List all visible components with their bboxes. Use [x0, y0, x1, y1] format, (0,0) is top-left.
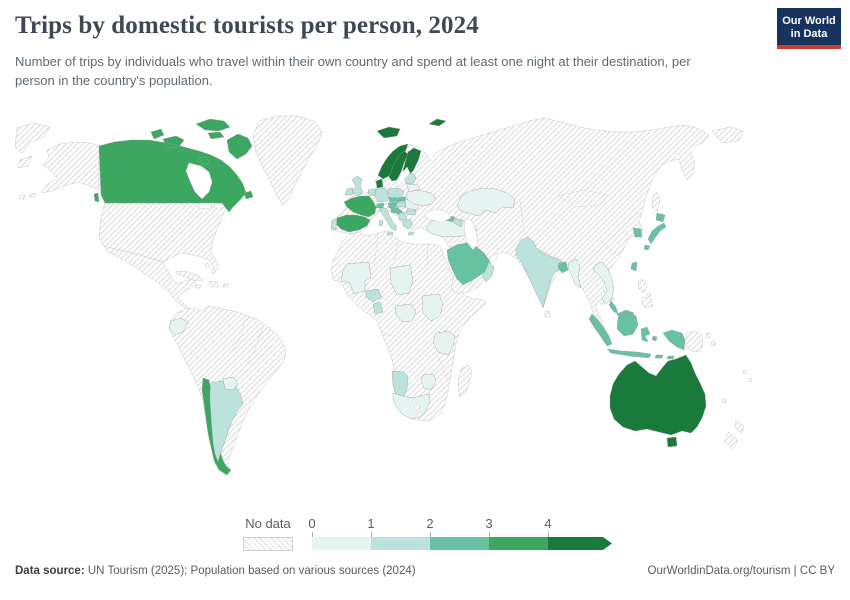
country-ghana[interactable]	[372, 301, 384, 315]
country-japan[interactable]	[643, 212, 667, 251]
country-myanmar[interactable]	[567, 258, 582, 289]
great-lakes	[196, 202, 224, 210]
owid-logo-line1: Our World	[782, 15, 836, 27]
owid-logo[interactable]: Our World in Data	[777, 8, 841, 49]
country-vietnam[interactable]	[592, 261, 615, 305]
country-south-africa[interactable]	[392, 392, 431, 420]
lesotho-enclave	[413, 404, 421, 411]
footer-link[interactable]: OurWorldinData.org/tourism | CC BY	[647, 565, 835, 577]
country-taiwan[interactable]	[630, 261, 638, 272]
landmass-new-zealand[interactable]	[723, 419, 745, 450]
country-burkina-faso[interactable]	[365, 288, 383, 303]
country-hungary[interactable]	[395, 201, 407, 208]
persian-gulf	[489, 252, 499, 264]
country-greece[interactable]	[402, 218, 415, 236]
country-spain[interactable]	[335, 214, 371, 233]
landmass-chukotka-east[interactable]	[711, 126, 745, 144]
country-indonesia[interactable]	[588, 311, 686, 360]
legend-tick-label-1: 1	[367, 516, 375, 531]
legend-tick-mark	[371, 532, 372, 537]
country-mali[interactable]	[340, 261, 372, 295]
legend-no-data-label: No data	[245, 516, 291, 531]
legend-tick-label-0: 0	[308, 516, 316, 531]
country-denmark[interactable]	[375, 178, 384, 189]
data-source-text: UN Tourism (2025); Population based on v…	[84, 565, 416, 577]
hudson-bay	[185, 162, 213, 200]
baltic-sea	[395, 166, 411, 188]
country-chad[interactable]	[421, 293, 444, 322]
country-tanzania[interactable]	[432, 330, 456, 356]
legend-tick-label-2: 2	[426, 516, 434, 531]
legend-bin-1-2[interactable]	[371, 537, 430, 550]
page-title: Trips by domestic tourists per person, 2…	[15, 12, 479, 39]
caspian-sea	[463, 217, 479, 251]
country-ukraine[interactable]	[406, 189, 437, 207]
country-serbia[interactable]	[397, 211, 408, 221]
black-sea	[424, 208, 452, 223]
legend-tick-mark	[312, 532, 313, 537]
data-source-label: Data source:	[15, 565, 85, 577]
legend-no-data-block[interactable]: No data	[243, 516, 293, 551]
country-france[interactable]	[343, 195, 377, 218]
country-niger[interactable]	[389, 264, 414, 296]
country-iceland[interactable]	[376, 126, 401, 139]
country-azerbaijan[interactable]	[453, 218, 464, 228]
country-namibia[interactable]	[391, 370, 409, 400]
country-india[interactable]	[515, 236, 566, 308]
landmass-caribbean[interactable]	[175, 262, 230, 289]
country-united-kingdom[interactable]	[351, 175, 364, 197]
landmass-pacific-islands[interactable]	[721, 369, 753, 404]
owid-logo-line2: in Data	[790, 28, 828, 40]
country-sweden[interactable]	[388, 150, 409, 182]
country-nigeria[interactable]	[394, 303, 417, 323]
legend-tick-mark	[548, 532, 549, 537]
country-belarus[interactable]	[406, 183, 421, 193]
landmass-philippines[interactable]	[637, 279, 654, 309]
country-ireland[interactable]	[344, 187, 354, 196]
chart-subtitle: Number of trips by individuals who trave…	[15, 54, 691, 88]
landmass-chukotka-west[interactable]	[14, 122, 51, 169]
country-bangladesh[interactable]	[557, 261, 569, 274]
legend-tick-mark	[489, 532, 490, 537]
country-italy[interactable]	[378, 206, 398, 236]
country-zimbabwe[interactable]	[420, 373, 437, 391]
country-canada[interactable]	[93, 118, 254, 213]
legend-bin-2-3[interactable]	[430, 537, 489, 550]
landmass-usa[interactable]	[98, 195, 228, 272]
legend-bin-4-plus[interactable]	[548, 537, 612, 550]
country-australia[interactable]	[609, 354, 707, 448]
legend-tick-label-4: 4	[544, 516, 552, 531]
country-poland[interactable]	[387, 187, 405, 199]
legend-no-data-swatch[interactable]	[243, 537, 293, 551]
country-germany[interactable]	[374, 187, 389, 203]
landmass-greenland[interactable]	[252, 115, 323, 206]
country-bulgaria[interactable]	[405, 209, 417, 216]
legend-bin-0-1[interactable]	[312, 537, 371, 550]
country-oman[interactable]	[481, 261, 495, 283]
legend-tick-mark	[430, 532, 431, 537]
country-paraguay[interactable]	[222, 376, 239, 391]
landmass-eurasia[interactable]	[331, 117, 710, 333]
map-legend: No data 0 1 2 3 4	[243, 516, 643, 552]
country-benelux[interactable]	[367, 188, 377, 197]
country-south-korea[interactable]	[632, 227, 643, 238]
country-argentina[interactable]	[209, 380, 244, 463]
legend-color-scale: 0 1 2 3 4	[308, 516, 622, 552]
data-source-note: Data source: UN Tourism (2025); Populati…	[15, 565, 416, 577]
landmass-alaska[interactable]	[18, 141, 100, 200]
owid-logo-accent-strip	[777, 45, 841, 49]
country-switzerland[interactable]	[375, 202, 385, 209]
landmass-madagascar[interactable]	[457, 364, 473, 398]
country-ecuador[interactable]	[168, 317, 189, 336]
landmass-papua-new-guinea[interactable]	[685, 330, 717, 353]
country-portugal[interactable]	[330, 218, 338, 231]
country-kazakhstan[interactable]	[456, 187, 516, 217]
legend-tick-label-3: 3	[485, 516, 493, 531]
landmass-sri-lanka[interactable]	[544, 310, 551, 318]
landmass-sakhalin[interactable]	[651, 191, 661, 213]
legend-bin-3-4[interactable]	[489, 537, 548, 550]
